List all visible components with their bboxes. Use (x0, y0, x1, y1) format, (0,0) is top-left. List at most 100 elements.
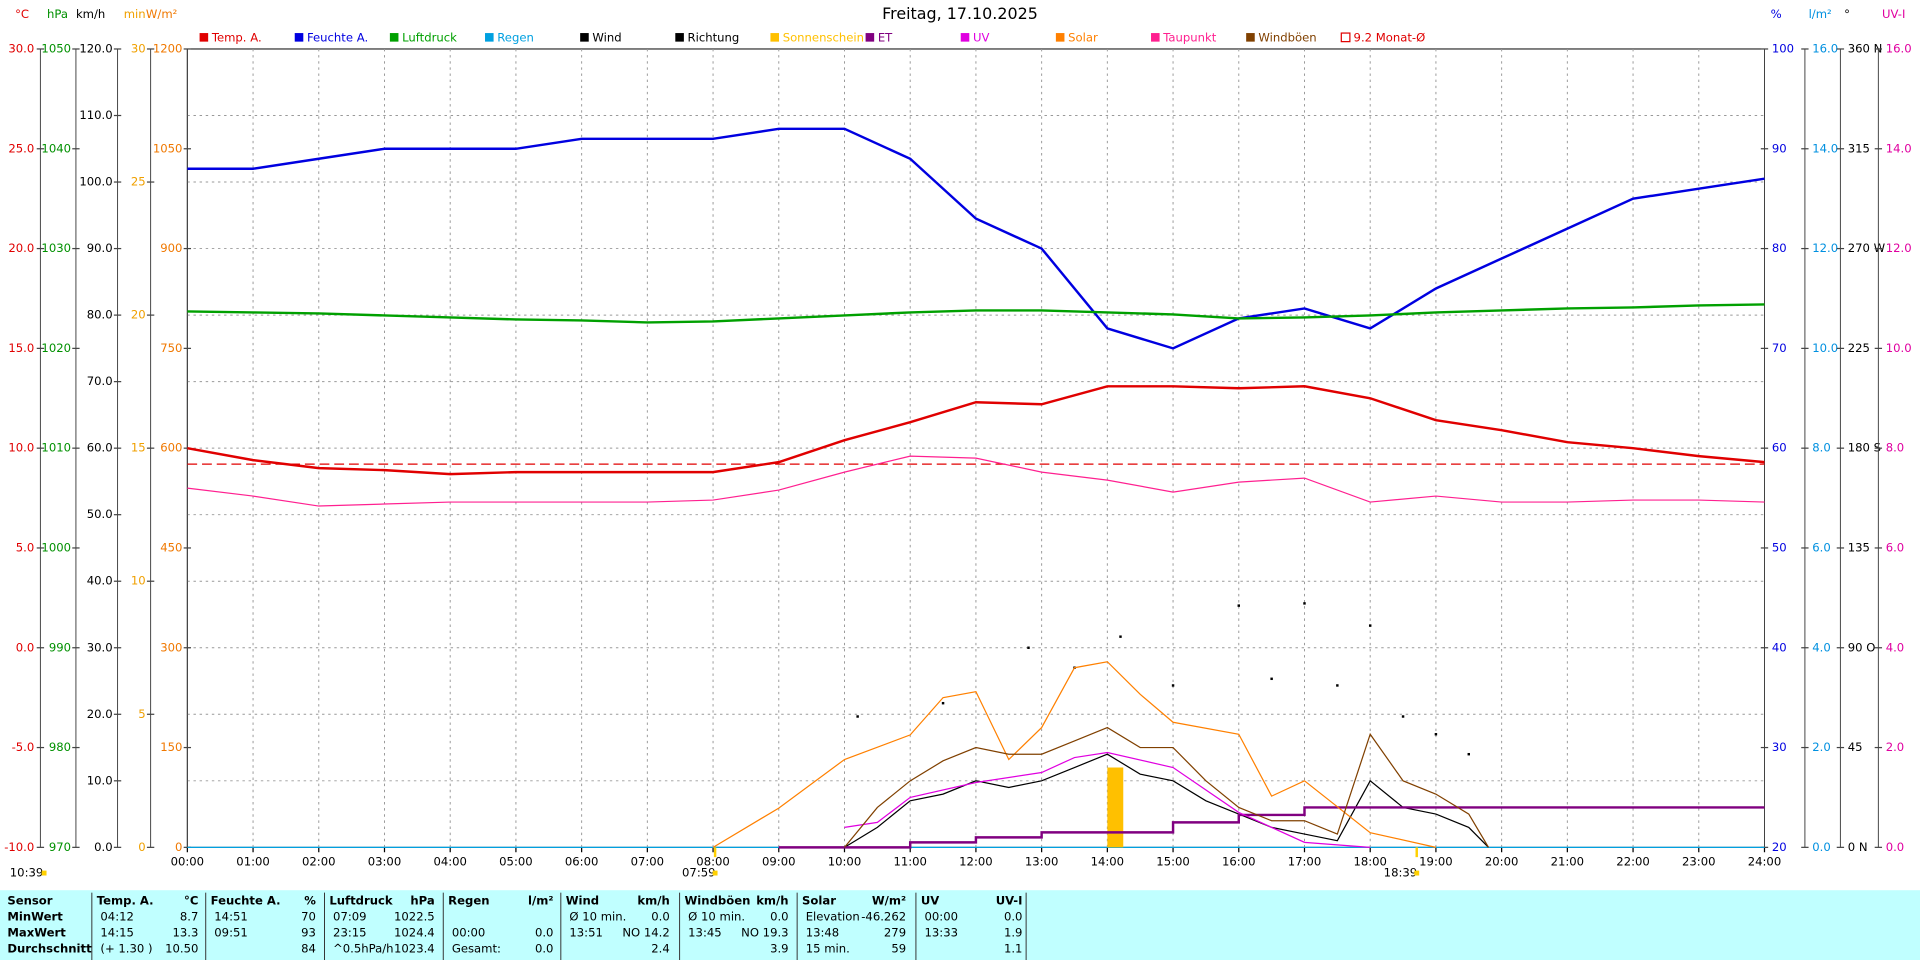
axis-unit: % (1771, 7, 1782, 21)
y-tick-label: 270 W (1848, 241, 1886, 255)
y-tick-label: 990 (49, 640, 71, 654)
direction-dot (1237, 604, 1240, 607)
y-tick-label: 300 (160, 640, 182, 654)
table-cell-value: 13.3 (172, 926, 198, 940)
y-tick-label: 0 (175, 840, 182, 854)
y-tick-label: 1020 (41, 341, 71, 355)
y-tick-label: 20.0 (87, 707, 113, 721)
x-tick-label: 22:00 (1616, 855, 1650, 869)
table-cell-time: Ø 10 min. (688, 910, 745, 924)
y-tick-label: 150 (160, 740, 182, 754)
y-tick-label: 4.0 (1886, 640, 1905, 654)
table-cell-time: 13:51 (569, 926, 603, 940)
table-cell-value: 0.0 (651, 910, 670, 924)
y-tick-label: 10 (131, 574, 146, 588)
table-cell-value: 2.4 (651, 941, 670, 955)
y-tick-label: 970 (49, 840, 71, 854)
axis-unit: min (124, 7, 146, 21)
x-tick-label: 19:00 (1419, 855, 1453, 869)
y-tick-label: 600 (160, 441, 182, 455)
series-line (712, 661, 1437, 848)
table-header: UV (921, 894, 939, 908)
table-cell-value: NO 19.3 (741, 926, 788, 940)
y-tick-label: 980 (49, 740, 71, 754)
y-tick-label: 8.0 (1812, 441, 1831, 455)
table-cell-value: -46.262 (861, 910, 906, 924)
table-cell-value: 1024.4 (394, 926, 435, 940)
y-tick-label: 15 (131, 441, 146, 455)
table-cell-value: 59 (891, 941, 906, 955)
legend-swatch (294, 33, 304, 42)
table-cell-value: 1023.4 (394, 941, 435, 955)
y-tick-label: 0.0 (1886, 840, 1905, 854)
sun-time: 18:39 (1384, 866, 1418, 880)
legend-label: Wind (592, 30, 621, 44)
table-unit: °C (184, 894, 198, 908)
sunshine-bar (1107, 767, 1124, 848)
y-tick-label: 50 (1772, 540, 1787, 554)
table-row-label: MaxWert (7, 926, 66, 940)
legend-label: Luftdruck (402, 30, 457, 44)
x-tick-label: 07:00 (631, 855, 665, 869)
y-tick-label: 10.0 (8, 441, 34, 455)
x-tick-label: 08:00 (696, 855, 730, 869)
direction-dot (1336, 684, 1339, 687)
legend-label: Regen (497, 30, 534, 44)
direction-dot (941, 701, 945, 705)
legend-label: Taupunkt (1162, 30, 1217, 44)
legend-swatch (865, 33, 875, 42)
table-cell-value: 1022.5 (394, 910, 435, 924)
table-unit: km/h (756, 894, 788, 908)
y-tick-label: 1050 (41, 41, 71, 55)
direction-dot (1270, 677, 1273, 681)
y-tick-label: 12.0 (1886, 241, 1912, 255)
series-line (844, 726, 1490, 848)
table-cell-value: 8.7 (180, 910, 199, 924)
y-tick-label: 1030 (41, 241, 71, 255)
x-tick-label: 06:00 (565, 855, 599, 869)
table-cell-time: Elevation (806, 910, 860, 924)
y-tick-label: 1000 (41, 540, 71, 554)
series-line (187, 127, 1765, 350)
table-row-label: MinWert (7, 910, 63, 924)
legend-label: UV (973, 30, 990, 44)
table-cell-value: NO 14.2 (622, 926, 669, 940)
table-header: Feuchte A. (211, 894, 281, 908)
y-tick-label: 40.0 (87, 574, 113, 588)
y-tick-label: 0 (138, 840, 145, 854)
series-line (187, 455, 1765, 507)
y-tick-label: 30 (131, 41, 146, 55)
x-tick-label: 12:00 (959, 855, 993, 869)
table-header: Temp. A. (97, 894, 154, 908)
legend-swatch (675, 33, 684, 42)
y-tick-label: 80.0 (87, 308, 113, 322)
x-tick-label: 23:00 (1682, 855, 1716, 869)
y-tick-label: 25 (131, 175, 146, 189)
y-tick-label: 80 (1772, 241, 1787, 255)
table-unit: km/h (637, 894, 669, 908)
table-unit: % (304, 894, 316, 908)
y-tick-label: 60.0 (87, 441, 113, 455)
y-tick-label: 450 (160, 540, 182, 554)
axis-unit: UV-I (1882, 7, 1905, 21)
y-tick-label: 20.0 (8, 241, 34, 255)
legend-swatch (770, 33, 780, 42)
y-tick-label: 8.0 (1886, 441, 1905, 455)
table-cell-value: 84 (301, 941, 316, 955)
y-tick-label: 0.0 (1812, 840, 1831, 854)
y-tick-label: -5.0 (12, 740, 35, 754)
x-tick-label: 09:00 (762, 855, 796, 869)
y-tick-label: 40 (1772, 640, 1787, 654)
legend-swatch (1055, 33, 1065, 42)
y-tick-label: 5 (138, 707, 145, 721)
table-cell-value: 0.0 (1004, 910, 1023, 924)
y-tick-label: 90 (1772, 141, 1787, 155)
table-cell-value: 279 (884, 926, 906, 940)
y-tick-label: 0.0 (94, 840, 113, 854)
x-tick-label: 16:00 (1222, 855, 1256, 869)
sun-time: 07:59 (682, 866, 716, 880)
y-tick-label: 10.0 (1886, 341, 1912, 355)
x-tick-label: 01:00 (236, 855, 270, 869)
